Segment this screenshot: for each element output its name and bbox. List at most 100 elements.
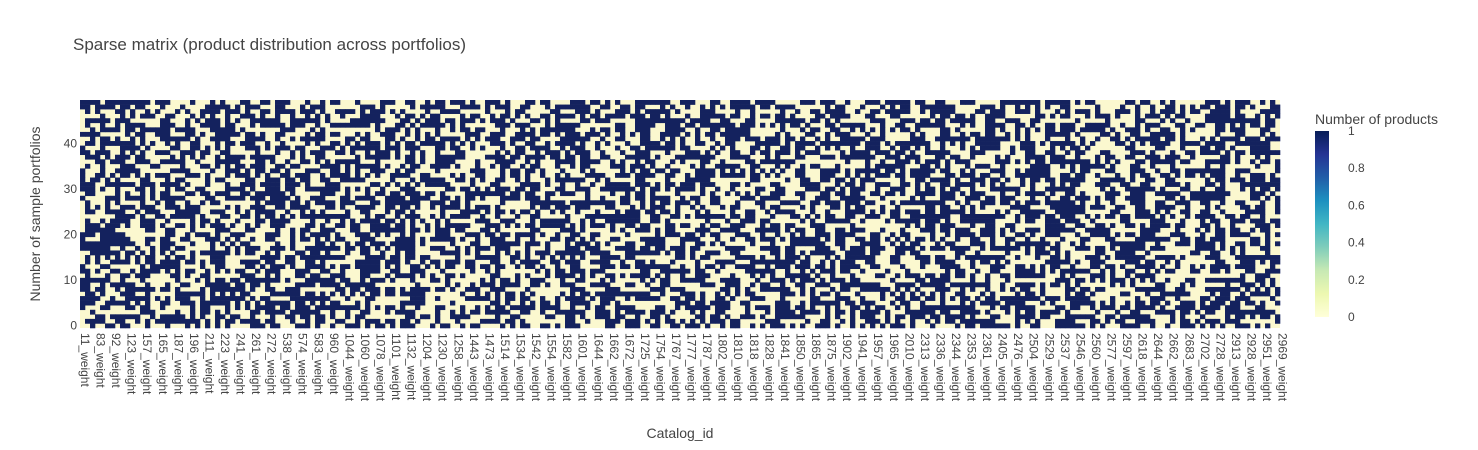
heatmap-cell xyxy=(600,309,606,315)
heatmap-cell xyxy=(915,141,921,146)
heatmap-cell xyxy=(575,268,581,274)
heatmap-cell xyxy=(90,296,96,301)
heatmap-cell xyxy=(540,309,546,315)
heatmap-cell xyxy=(125,191,131,197)
heatmap-cell xyxy=(715,259,721,265)
heatmap-cell xyxy=(325,236,331,242)
heatmap-cell xyxy=(550,150,556,156)
heatmap-cell xyxy=(535,150,541,156)
heatmap-cell xyxy=(610,223,616,228)
heatmap-cell xyxy=(155,296,161,301)
heatmap-cell xyxy=(745,154,751,160)
heatmap-cell xyxy=(925,182,931,187)
heatmap-cell xyxy=(650,195,656,201)
heatmap-cell xyxy=(1010,204,1016,210)
heatmap-cell xyxy=(255,195,261,201)
heatmap-cell xyxy=(955,182,961,187)
heatmap-cell xyxy=(970,209,976,215)
heatmap-cell xyxy=(225,282,231,288)
heatmap-cell xyxy=(825,141,831,146)
heatmap-cell xyxy=(680,127,686,133)
heatmap-cell xyxy=(375,227,381,233)
heatmap-cell xyxy=(960,300,966,306)
heatmap-cell xyxy=(870,245,876,251)
heatmap-cell xyxy=(220,277,226,283)
heatmap-cell xyxy=(900,104,906,110)
heatmap-cell xyxy=(905,305,911,311)
heatmap-cell xyxy=(565,296,571,301)
heatmap-cell xyxy=(930,282,936,288)
heatmap-cell xyxy=(915,154,921,160)
heatmap-cell xyxy=(120,323,126,329)
heatmap-cell xyxy=(930,168,936,174)
heatmap-cell xyxy=(270,286,276,292)
heatmap-cell xyxy=(355,318,361,324)
heatmap-cell xyxy=(215,323,221,329)
heatmap-cell xyxy=(630,204,636,210)
heatmap-cell xyxy=(265,232,271,238)
heatmap-cell xyxy=(650,159,656,165)
heatmap-cell xyxy=(390,100,396,105)
heatmap-cell xyxy=(345,186,351,192)
heatmap-cell xyxy=(205,300,211,306)
heatmap-cell xyxy=(815,150,821,156)
heatmap-cell xyxy=(360,109,366,114)
heatmap-cell xyxy=(930,200,936,206)
heatmap-cell xyxy=(735,204,741,210)
heatmap-cell xyxy=(845,218,851,224)
heatmap-cell xyxy=(1015,241,1021,247)
heatmap-cell xyxy=(990,236,996,242)
heatmap-cell xyxy=(990,323,996,329)
heatmap-cell xyxy=(680,291,686,297)
heatmap-cell xyxy=(300,232,306,238)
heatmap-cell xyxy=(640,259,646,265)
heatmap-cell xyxy=(415,268,421,274)
heatmap-cell xyxy=(490,241,496,247)
heatmap-cell xyxy=(920,214,926,219)
heatmap-cell xyxy=(95,255,101,260)
heatmap-cell xyxy=(115,195,121,201)
heatmap-cell xyxy=(745,127,751,133)
heatmap-cell xyxy=(960,291,966,297)
heatmap-cell xyxy=(90,277,96,283)
heatmap-cell xyxy=(1000,191,1006,197)
heatmap-cell xyxy=(900,127,906,133)
heatmap-cell xyxy=(290,204,296,210)
heatmap-cell xyxy=(610,277,616,283)
heatmap-cell xyxy=(670,318,676,324)
heatmap-cell xyxy=(920,168,926,174)
heatmap-cell xyxy=(270,191,276,197)
heatmap-cell xyxy=(840,232,846,238)
heatmap-cell xyxy=(405,172,411,178)
heatmap-cell xyxy=(740,232,746,238)
heatmap-cell xyxy=(810,305,816,311)
heatmap-cell xyxy=(660,195,666,201)
heatmap-cell xyxy=(785,309,791,315)
heatmap-cell xyxy=(460,236,466,242)
heatmap-cell xyxy=(635,309,641,315)
heatmap-cell xyxy=(1005,250,1011,256)
heatmap-cell xyxy=(85,191,91,197)
heatmap-cell xyxy=(895,218,901,224)
heatmap-cell xyxy=(865,131,871,137)
heatmap-cell xyxy=(825,191,831,197)
heatmap-cell xyxy=(405,309,411,315)
heatmap-cell xyxy=(785,314,791,320)
heatmap-cell xyxy=(500,163,506,169)
heatmap-cell xyxy=(1015,118,1021,124)
heatmap-cell xyxy=(275,104,281,110)
heatmap-cell xyxy=(560,186,566,192)
heatmap-cell xyxy=(820,245,826,251)
heatmap-cell xyxy=(880,163,886,169)
heatmap-cell xyxy=(1015,300,1021,306)
heatmap-cell xyxy=(240,268,246,274)
heatmap-cell xyxy=(295,305,301,311)
heatmap-cell xyxy=(555,204,561,210)
heatmap-cell xyxy=(960,122,966,128)
heatmap-cell xyxy=(235,268,241,274)
heatmap-cell xyxy=(145,127,151,133)
heatmap-cell xyxy=(875,141,881,146)
heatmap-cell xyxy=(375,141,381,146)
heatmap-cell xyxy=(255,223,261,228)
heatmap-cell xyxy=(830,259,836,265)
